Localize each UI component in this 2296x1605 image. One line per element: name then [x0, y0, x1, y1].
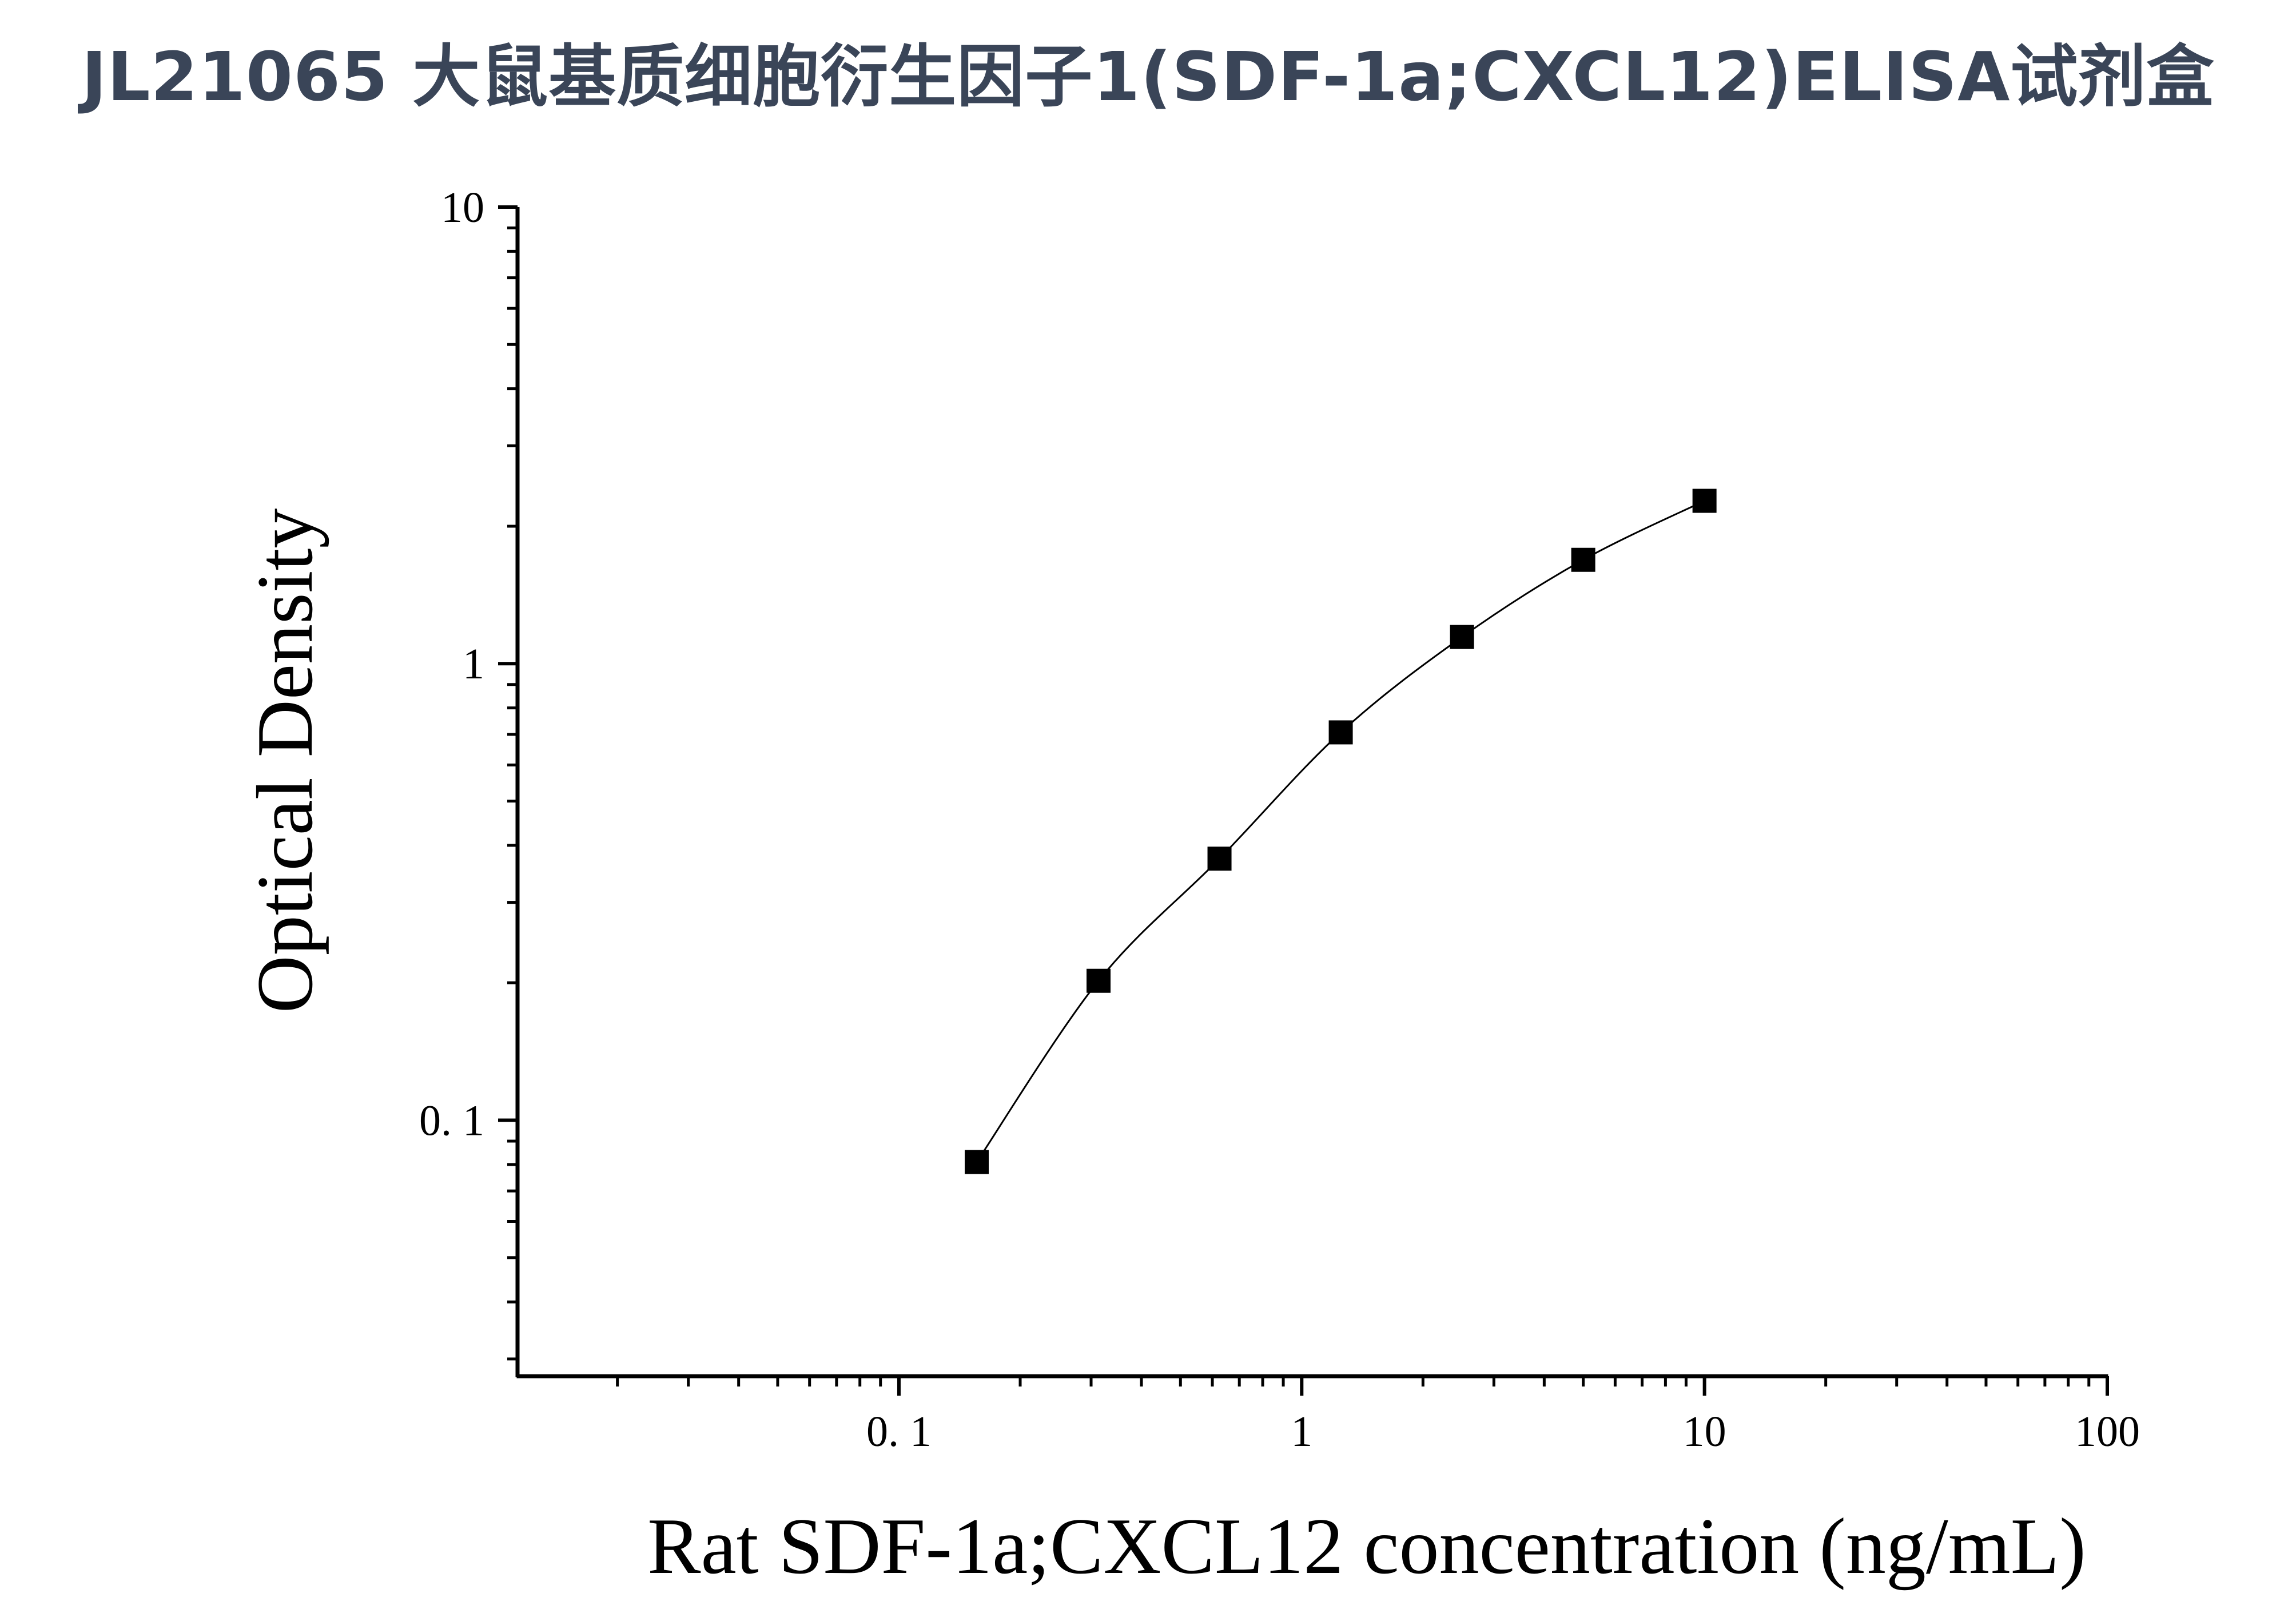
x-tick-labels: 0. 1 1 10 100	[866, 1408, 2140, 1456]
data-point	[964, 1150, 989, 1174]
data-point	[1207, 847, 1232, 871]
y-tick-label: 0. 1	[419, 1097, 484, 1145]
axes	[515, 207, 2108, 1378]
fit-curve	[976, 500, 1705, 1163]
x-tick-label: 10	[1683, 1408, 1726, 1456]
x-tick-label: 1	[1291, 1408, 1312, 1456]
y-tick-label: 1	[463, 640, 484, 688]
x-axis-ticks	[616, 1376, 2109, 1396]
y-axis-title: Optical Density	[241, 508, 329, 1014]
x-tick-label: 100	[2075, 1408, 2140, 1456]
data-point	[1328, 720, 1353, 745]
y-tick-label: 10	[441, 184, 484, 232]
page-title: JL21065 大鼠基质细胞衍生因子1(SDF-1a;CXCL12)ELISA试…	[81, 37, 2215, 116]
x-axis-title: Rat SDF-1a;CXCL12 concentration (ng/mL)	[647, 1502, 2086, 1591]
data-point	[1692, 488, 1717, 513]
y-axis-ticks	[498, 205, 518, 1361]
x-tick-label: 0. 1	[866, 1408, 932, 1456]
data-point	[1450, 625, 1474, 649]
data-point	[1086, 968, 1111, 993]
data-points	[964, 488, 1717, 1174]
data-point	[1571, 547, 1595, 572]
y-tick-labels: 0. 1 1 10	[419, 184, 484, 1145]
